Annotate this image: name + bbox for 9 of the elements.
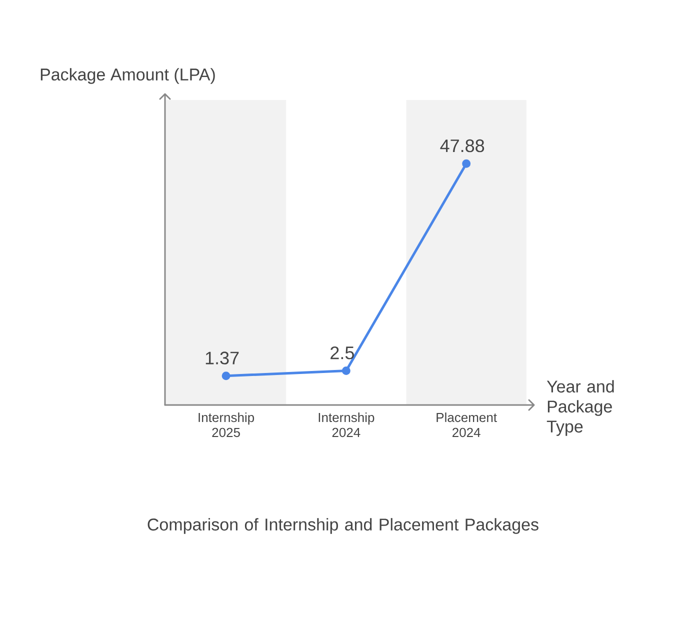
x-tick-label: Internship 2024: [318, 412, 374, 438]
y-axis-title: Package Amount (LPA): [40, 68, 215, 84]
data-label: 1.37: [206, 352, 239, 364]
x-tick-label: Placement 2024: [436, 412, 497, 438]
text: Comparison of Internship and Placement Packages: [148, 518, 538, 534]
x-tick-label: Internship 2025: [198, 412, 254, 438]
data-label: 47.88: [440, 139, 484, 152]
x-axis-title: Year and Package Type: [546, 380, 614, 436]
data-label: 2.5: [330, 346, 354, 360]
